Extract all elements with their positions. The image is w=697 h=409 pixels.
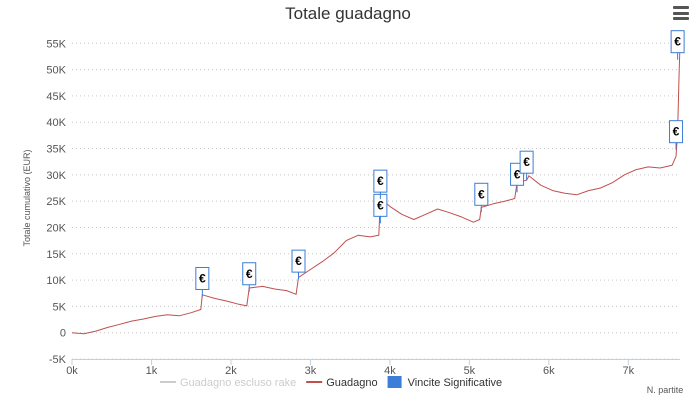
chart-menu-button[interactable] <box>673 6 689 20</box>
flag-label: € <box>523 155 530 169</box>
x-tick-label: 7k <box>623 365 635 377</box>
flag-label: € <box>246 267 253 281</box>
flag-marker[interactable]: € <box>474 182 489 213</box>
flag-label: € <box>514 167 521 181</box>
flag-box <box>373 169 388 193</box>
x-tick-label: 5k <box>464 365 476 377</box>
flag-marker[interactable]: € <box>291 249 306 280</box>
flag-layer: € €€€€€€€€€ <box>195 30 685 297</box>
y-tick-label: 35K <box>46 144 66 156</box>
flag-label: € <box>295 254 302 268</box>
x-tick-label: 0k <box>66 365 78 377</box>
flag-label: € <box>377 198 384 212</box>
y-tick-label: 40K <box>46 117 66 129</box>
x-tick-label: 6k <box>543 365 555 377</box>
flag-label: € <box>199 271 206 285</box>
legend-label: Guadagno <box>326 377 377 389</box>
x-tick-label: 3k <box>305 365 317 377</box>
y-tick-label: 10K <box>46 275 66 287</box>
flag-marker[interactable]: € <box>669 120 684 150</box>
legend-label: Guadagno escluso rake <box>180 377 296 389</box>
legend-item[interactable]: Guadagno <box>306 377 378 389</box>
y-tick-label: 25K <box>46 196 66 208</box>
flag-marker[interactable]: € <box>373 169 388 200</box>
menu-line <box>673 17 689 20</box>
flag-box <box>519 150 534 174</box>
x-tick-label: 1k <box>146 365 158 377</box>
y-axis-label: Totale cumulativo (EUR) <box>22 149 32 246</box>
y-tick-label: 0 <box>60 328 66 340</box>
legend: Guadagno escluso rake Guadagno Vincite Sig… <box>160 376 502 389</box>
flag-marker[interactable]: € <box>242 262 257 292</box>
flag-label: € <box>673 125 680 139</box>
y-tick-label: 55K <box>46 38 66 50</box>
x-tick-label: 2k <box>225 365 237 377</box>
y-tick-label: -5K <box>49 354 67 366</box>
flag-label: € <box>377 174 384 188</box>
y-tick-label: 50K <box>46 65 66 77</box>
legend-item[interactable]: Vincite Significative <box>387 376 503 389</box>
axis-layer: -5K 0 5K 10K 15K 20K 25K 30K 35K 40K 45K 50K 55K 0k 1k… <box>46 38 680 377</box>
y-tick-label: 45K <box>46 91 66 103</box>
y-tick-label: 5K <box>53 301 67 313</box>
flag-box <box>242 262 257 286</box>
x-tick-label: 4k <box>384 365 396 377</box>
flag-marker[interactable]: € <box>670 30 685 60</box>
series-line-guadagno <box>71 45 681 335</box>
chart-title: Totale guadagno <box>285 4 411 23</box>
menu-line <box>673 6 689 9</box>
flag-label: € <box>478 187 485 201</box>
flag-marker[interactable]: € <box>195 266 210 297</box>
series-layer <box>71 45 681 335</box>
flag-marker[interactable]: € <box>519 150 534 181</box>
flag-box <box>195 266 210 290</box>
flag-box <box>669 120 684 144</box>
legend-item[interactable]: Guadagno escluso rake <box>160 377 296 389</box>
menu-line <box>673 11 689 15</box>
x-axis-label: N. partite <box>647 385 684 395</box>
legend-symbol <box>387 376 402 388</box>
y-tick-label: 30K <box>46 170 66 182</box>
y-tick-label: 15K <box>46 249 66 261</box>
y-tick-label: 20K <box>46 222 66 234</box>
flag-box <box>670 30 685 54</box>
flag-label: € <box>674 35 681 49</box>
legend-label: Vincite Significative <box>408 377 503 389</box>
flag-box <box>291 249 306 273</box>
flag-box <box>474 182 489 206</box>
